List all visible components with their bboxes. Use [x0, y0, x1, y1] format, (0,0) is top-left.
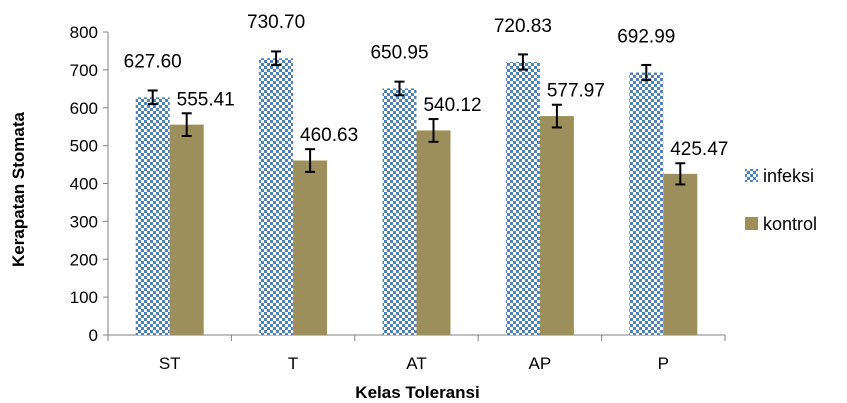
y-tick-label: 100 [70, 288, 98, 307]
x-axis: ST T AT AP P [107, 334, 726, 373]
x-tick-label: AP [529, 354, 552, 373]
bars-group [135, 50, 698, 336]
legend: infeksi kontrol [745, 166, 817, 234]
y-tick-label: 600 [70, 99, 98, 118]
data-label-infeksi: 650.95 [370, 42, 428, 63]
y-tick-label: 200 [70, 250, 98, 269]
bar-kontrol-P [663, 173, 698, 335]
y-tick-label: 700 [70, 61, 98, 80]
bar-infeksi-P [629, 72, 664, 336]
x-tick-label: AT [406, 354, 426, 373]
legend-label-kontrol: kontrol [763, 214, 817, 234]
x-tick-label: P [658, 354, 669, 373]
data-label-kontrol: 540.12 [423, 95, 481, 116]
x-axis-title: Kelas Toleransi [355, 383, 479, 402]
bar-kontrol-AP [539, 116, 574, 335]
y-tick-label: 500 [70, 137, 98, 156]
legend-swatch-infeksi [745, 169, 758, 182]
data-label-infeksi: 730.70 [247, 12, 305, 33]
data-label-infeksi: 692.99 [617, 27, 675, 48]
legend-label-infeksi: infeksi [763, 166, 814, 186]
legend-swatch-kontrol [745, 217, 758, 230]
data-label-kontrol: 460.63 [300, 125, 358, 146]
bar-kontrol-ST [169, 124, 204, 336]
bar-kontrol-T [293, 160, 328, 335]
y-tick-label: 800 [70, 23, 98, 42]
y-axis-title: Kerapatan Stomata [9, 111, 28, 266]
data-labels-group: 627.60 730.70 650.95 720.83 692.99 555.41 460.… [124, 12, 729, 160]
bar-infeksi-AT [382, 88, 417, 335]
bar-kontrol-AT [416, 130, 451, 335]
data-label-kontrol: 425.47 [670, 139, 728, 160]
data-label-infeksi: 720.83 [494, 16, 552, 37]
bar-infeksi-T [259, 58, 294, 335]
y-axis: 0 100 200 300 400 500 600 700 800 [70, 23, 109, 345]
y-tick-label: 400 [70, 175, 98, 194]
data-label-infeksi: 627.60 [124, 51, 182, 72]
data-label-kontrol: 555.41 [177, 89, 235, 110]
x-tick-label: T [288, 354, 298, 373]
data-label-kontrol: 577.97 [547, 81, 605, 102]
y-tick-label: 0 [89, 326, 98, 345]
bar-infeksi-AP [505, 61, 540, 336]
y-tick-label: 300 [70, 212, 98, 231]
bar-infeksi-ST [135, 97, 170, 335]
x-tick-label: ST [159, 354, 181, 373]
